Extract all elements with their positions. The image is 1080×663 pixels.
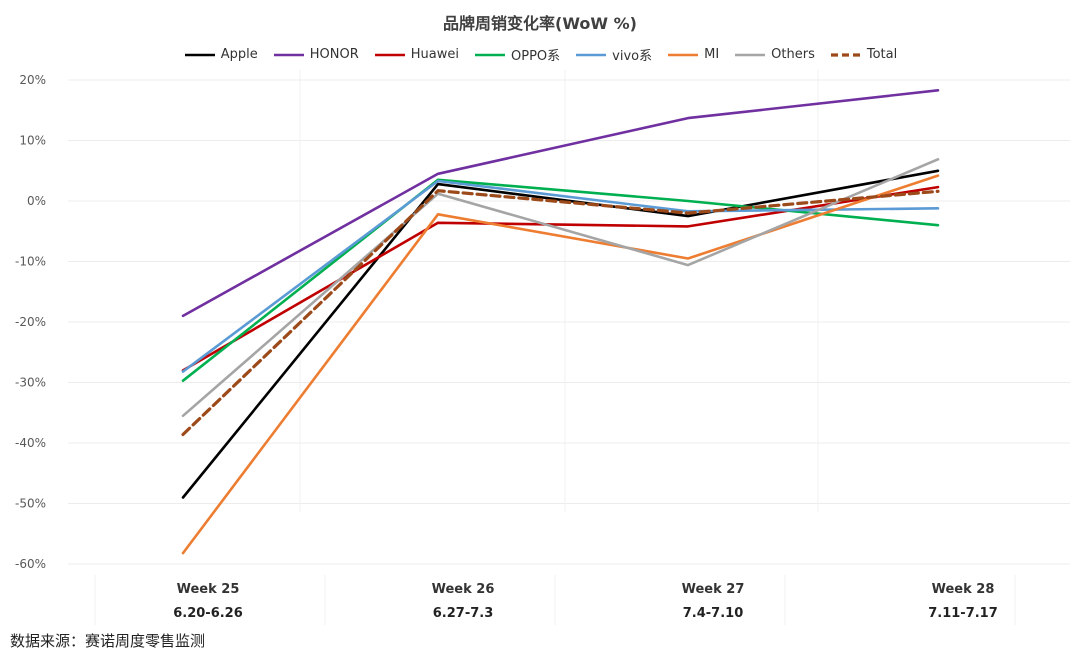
legend-label: Huawei	[410, 47, 459, 62]
legend-label: Total	[866, 47, 898, 62]
legend-swatch	[830, 52, 861, 57]
x-tick-label: Week 25	[177, 582, 240, 597]
series-line-apple	[181, 169, 940, 499]
legend-item: MI	[666, 47, 719, 62]
y-tick-label: -40%	[15, 436, 46, 450]
y-tick-label: -20%	[15, 315, 46, 329]
series-line-total	[181, 189, 940, 437]
legend-item: Apple	[183, 47, 258, 62]
x-axis: Week 25 6.20-6.26 Week 26 6.27-7.3 Week 27 7.…	[173, 582, 998, 621]
series-group	[181, 89, 940, 555]
legend-swatch	[735, 53, 766, 56]
legend-label: Others	[771, 47, 815, 62]
legend-swatch	[273, 53, 304, 56]
y-tick-label: 20%	[19, 73, 46, 87]
legend-label: Apple	[220, 47, 258, 62]
y-tick-label: 0%	[27, 194, 46, 208]
y-tick-label: -30%	[15, 376, 46, 390]
legend-item: Total	[829, 47, 897, 62]
y-tick-label: -50%	[15, 497, 46, 511]
chart-legend: Apple HONOR Huawei OPPO系 vivo系 MI Others Total	[0, 45, 1080, 64]
x-tick-sublabel: 6.20-6.26	[173, 606, 243, 621]
y-tick-label: -60%	[15, 557, 46, 571]
legend-label: MI	[704, 47, 720, 62]
x-tick-label: Week 28	[932, 582, 995, 597]
series-line-huawei	[181, 185, 940, 372]
legend-label: HONOR	[309, 47, 359, 62]
legend-swatch	[668, 53, 699, 56]
x-tick-sublabel: 6.27-7.3	[433, 606, 494, 621]
source-note: 数据来源：赛诺周度零售监测	[10, 632, 206, 650]
gridlines	[68, 70, 1070, 625]
chart-title: 品牌周销变化率(WoW %)	[443, 14, 637, 33]
legend-item: vivo系	[574, 45, 652, 64]
legend-swatch	[184, 53, 215, 56]
legend-label: OPPO系	[511, 49, 561, 64]
series-line-mi	[181, 174, 940, 555]
series-line-others	[181, 158, 940, 418]
legend-swatch	[576, 53, 607, 56]
legend-swatch	[374, 53, 405, 56]
legend-item: Others	[733, 47, 815, 62]
x-tick-sublabel: 7.4-7.10	[683, 606, 744, 621]
series-line-honor	[181, 89, 940, 318]
legend-item: OPPO系	[473, 45, 560, 64]
legend-label: vivo系	[612, 49, 653, 64]
y-tick-label: 10%	[19, 134, 46, 148]
legend-item: HONOR	[272, 47, 359, 62]
legend-swatch	[475, 53, 505, 56]
series-line-vivo	[181, 179, 940, 373]
x-tick-label: Week 27	[682, 582, 745, 597]
y-tick-label: -10%	[15, 255, 46, 269]
y-axis: 20% 10% 0% -10% -20% -30% -40% -50% -60%	[15, 73, 46, 571]
x-tick-sublabel: 7.11-7.17	[928, 606, 998, 621]
x-tick-label: Week 26	[432, 582, 495, 597]
legend-item: Huawei	[373, 47, 459, 62]
